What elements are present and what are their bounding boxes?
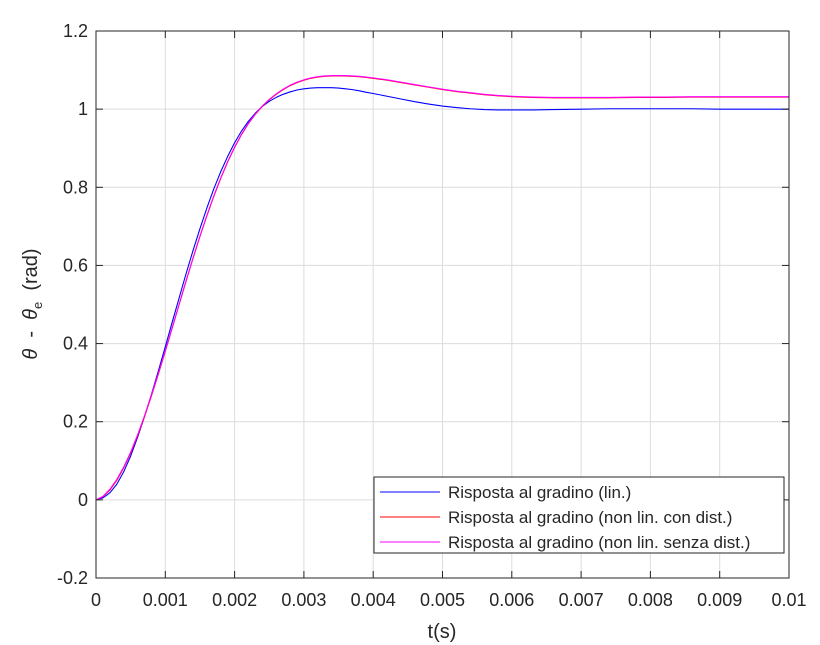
y-tick-label: 1.2 <box>63 21 88 41</box>
x-tick-label: 0.009 <box>697 590 742 610</box>
y-tick-label: -0.2 <box>57 568 88 588</box>
axis-ticks <box>95 30 790 579</box>
x-tick-label: 0.002 <box>212 590 257 610</box>
x-tick-labels: 0 0.001 0.002 0.003 0.004 0.005 0.006 0.007 0.00… <box>91 590 807 610</box>
series-line-3 <box>95 74 789 501</box>
y-tick-labels: -0.2 0 0.2 0.4 0.6 0.8 1 1.2 <box>57 21 88 588</box>
y-tick-label: 0 <box>78 490 88 510</box>
x-tick-label: 0.007 <box>559 590 604 610</box>
y-tick-label: 0.8 <box>63 177 88 197</box>
y-axis-label-part: θ <box>20 349 42 360</box>
legend-box <box>373 476 785 554</box>
y-tick-label: 0.2 <box>63 412 88 432</box>
x-tick-label: 0.008 <box>628 590 673 610</box>
y-tick-label: 0.4 <box>63 334 88 354</box>
legend-label-2: Risposta al gradino (non lin. con dist.) <box>448 508 732 527</box>
legend-label-1: Risposta al gradino (lin.) <box>448 483 631 502</box>
x-tick-label: 0.005 <box>420 590 465 610</box>
y-axis-label-part: - <box>20 320 42 349</box>
x-tick-label: 0.004 <box>351 590 396 610</box>
y-axis-label-part: θ <box>20 309 42 320</box>
y-axis-label: θ - θe (rad) <box>20 248 45 359</box>
x-tick-label: 0 <box>91 590 101 610</box>
y-tick-label: 1 <box>78 99 88 119</box>
series-line-1 <box>95 87 789 501</box>
y-axis-label-part: (rad) <box>20 248 42 301</box>
x-axis-label: t(s) <box>428 621 457 643</box>
y-axis-label-part: e <box>30 302 45 309</box>
x-tick-label: 0.001 <box>143 590 188 610</box>
series-layer <box>95 74 789 501</box>
x-tick-label: 0.003 <box>281 590 326 610</box>
x-tick-label: 0.01 <box>771 590 806 610</box>
legend: Risposta al gradino (lin.) Risposta al gr… <box>373 476 785 554</box>
legend-label-3: Risposta al gradino (non lin. senza dist… <box>448 533 750 552</box>
y-tick-label: 0.6 <box>63 255 88 275</box>
x-tick-label: 0.006 <box>489 590 534 610</box>
